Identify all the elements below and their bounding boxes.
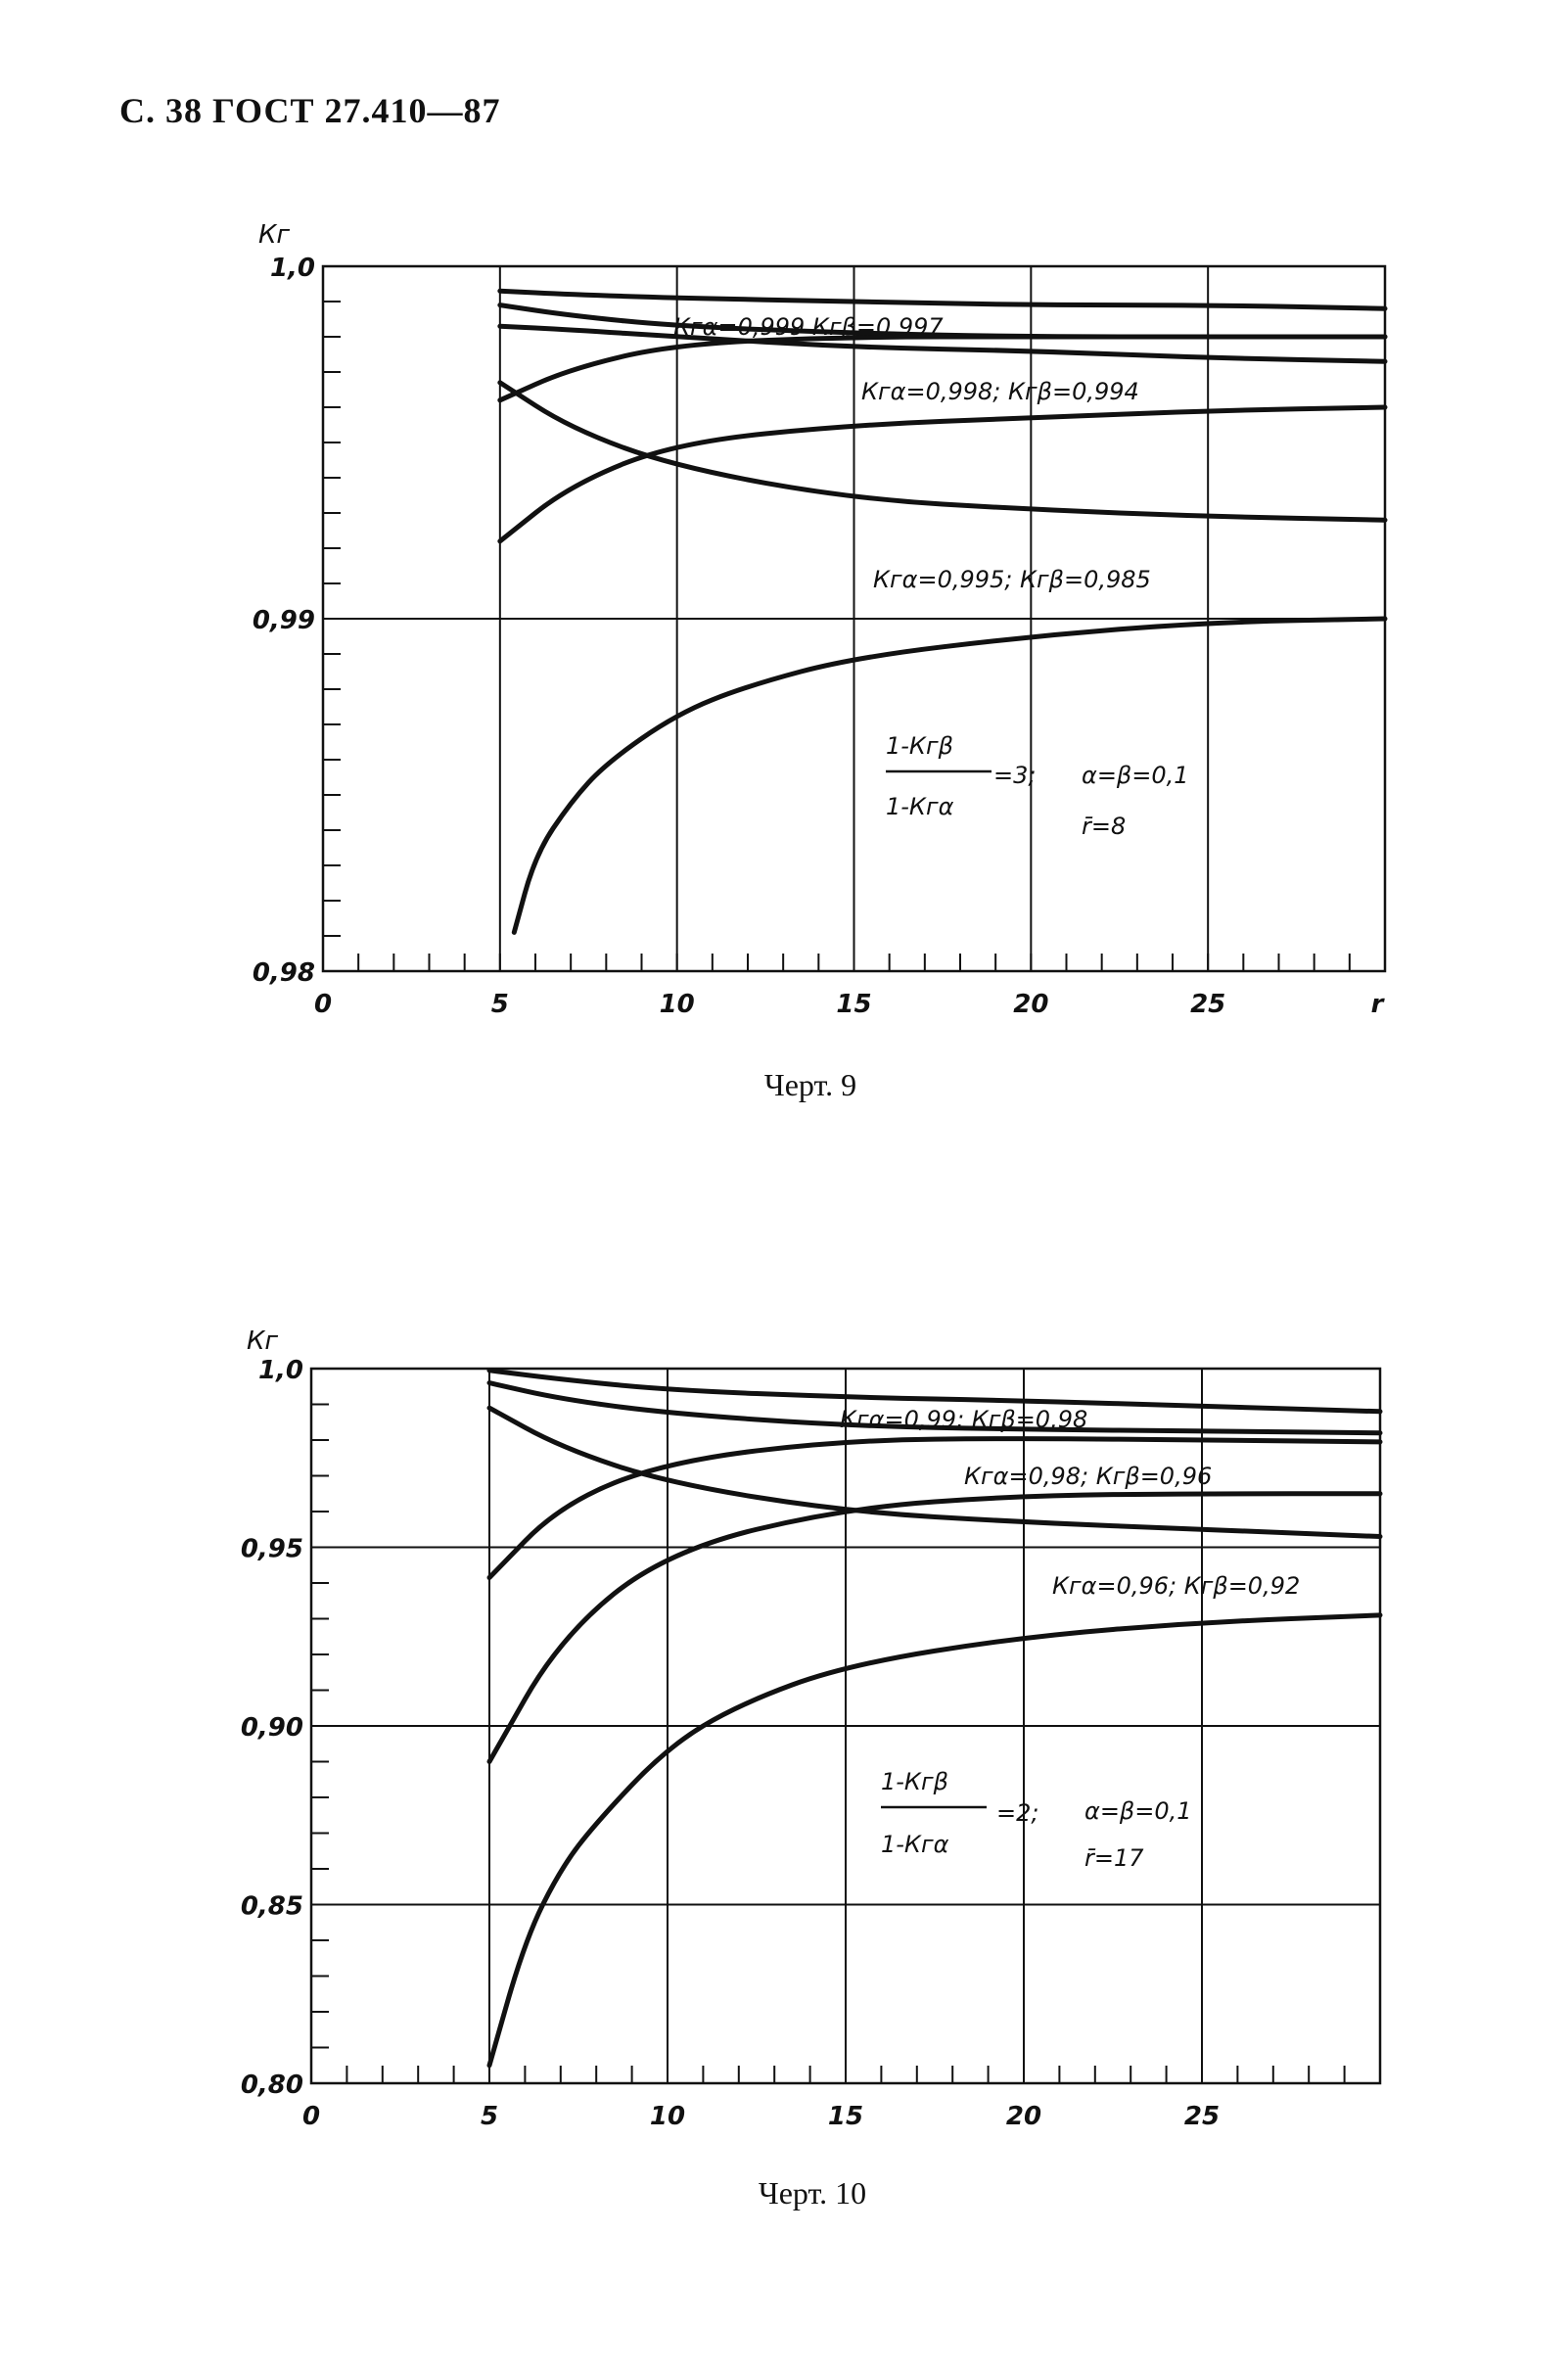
chart2-y-tick-label: 0,95	[241, 1535, 303, 1564]
chart2-annotation: Кгα=0,98; Кгβ=0,96	[964, 1463, 1212, 1490]
chart1-annotation: r̄=8	[1082, 813, 1126, 840]
chart2-series-line-6	[486, 1612, 1383, 2069]
chart1-annotation: 1-Кгα	[886, 793, 954, 820]
chart2-annotation: =2;	[996, 1799, 1038, 1827]
chart2-x-tick-label: 15	[828, 2102, 863, 2131]
chart1-series-line-5	[497, 323, 1388, 364]
chart2-y-axis-label: Кг	[247, 1327, 278, 1356]
chart-10: 0 5 10 15 20 25 1,0 0,95 0,90 0,85 0,80 Кг Кгα=0,99;…	[241, 1327, 1383, 2131]
chart-10-caption: Черт. 10	[758, 2175, 867, 2211]
chart2-annotation: 1-Кгβ	[881, 1768, 948, 1795]
chart2-annotation: α=β=0,1	[1084, 1797, 1192, 1825]
chart1-x-tick-label: 0	[314, 990, 332, 1019]
chart1-annotation: =3;	[993, 762, 1036, 789]
chart2-x-tick-label: 25	[1184, 2102, 1220, 2131]
chart2-series-line-4	[486, 1405, 1383, 1540]
chart2-x-tick-label: 5	[481, 2102, 498, 2131]
chart2-annotation: Кгα=0,99; Кгβ=0,98	[840, 1406, 1087, 1433]
chart1-x-tick-label: 15	[836, 990, 871, 1019]
chart1-annotation: Кгα=0,999 Кгβ=0,997	[673, 313, 944, 341]
chart1-y-tick-label: 1,0	[270, 254, 315, 283]
chart2-annotation: 1-Кгα	[881, 1831, 949, 1858]
chart2-annotation: r̄=17	[1084, 1844, 1144, 1872]
chart1-series-line-7	[511, 616, 1388, 935]
chart2-y-tick-label: 0,85	[241, 1892, 303, 1922]
chart1-series-line-6	[497, 404, 1388, 544]
chart2-y-tick-label: 0,90	[241, 1713, 303, 1743]
chart2-series-line-5	[486, 1491, 1383, 1764]
chart2-series-line-3	[486, 1436, 1383, 1581]
chart2-y-tick-label: 1,0	[258, 1356, 303, 1385]
chart1-annotation: 1-Кгβ	[886, 732, 953, 760]
chart2-series-line-2	[486, 1380, 1383, 1436]
chart2-x-tick-label: 0	[302, 2102, 320, 2131]
chart1-annotation: Кгα=0,998; Кгβ=0,994	[861, 378, 1139, 405]
chart1-series-line-3	[497, 334, 1388, 403]
chart-9: 0 5 10 15 20 25 r 1,0 0,99 0,98 Кг Кгα=0,999 Кгβ=0,…	[253, 220, 1388, 1019]
page-header: С. 38 ГОСТ 27.410—87	[119, 91, 501, 130]
chart1-x-tick-label: 5	[491, 990, 509, 1019]
chart2-x-tick-label: 10	[650, 2102, 685, 2131]
chart1-x-tick-label: 25	[1190, 990, 1225, 1019]
chart1-y-tick-label: 0,99	[253, 606, 315, 635]
chart-9-caption: Черт. 9	[763, 1067, 857, 1102]
chart1-annotation: Кгα=0,995; Кгβ=0,985	[873, 566, 1151, 593]
chart1-x-axis-label: r	[1371, 990, 1386, 1019]
chart2-annotation: Кгα=0,96; Кгβ=0,92	[1052, 1572, 1300, 1600]
chart1-annotation: α=β=0,1	[1082, 762, 1189, 789]
chart1-y-axis-label: Кг	[258, 220, 290, 250]
chart1-series-line-4	[497, 380, 1388, 523]
chart1-series-line-1	[497, 288, 1388, 311]
chart2-series-line-1	[486, 1368, 1383, 1415]
chart2-y-tick-label: 0,80	[241, 2071, 303, 2100]
chart1-x-tick-label: 20	[1013, 990, 1048, 1019]
chart1-y-tick-label: 0,98	[253, 958, 315, 988]
chart1-x-tick-label: 10	[660, 990, 695, 1019]
chart2-x-tick-label: 20	[1006, 2102, 1041, 2131]
